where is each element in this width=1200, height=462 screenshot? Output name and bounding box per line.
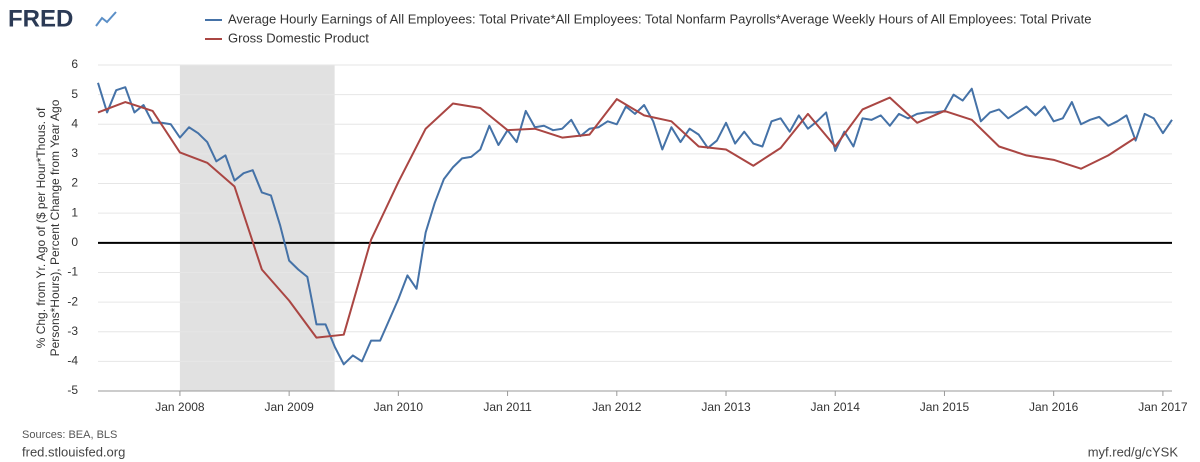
y-tick-label: -3: [67, 324, 78, 338]
x-tick-label: Jan 2008: [155, 400, 205, 414]
series-line: [97, 96, 1137, 339]
x-tick-label: Jan 2009: [264, 400, 314, 414]
x-tick-label: Jan 2012: [592, 400, 642, 414]
y-axis-title: Persons*Hours), Percent Change from Year…: [48, 99, 62, 356]
y-tick-label: 4: [71, 116, 78, 130]
logo-icon: [95, 11, 117, 27]
x-tick-label: Jan 2016: [1029, 400, 1079, 414]
x-tick-label: Jan 2015: [920, 400, 970, 414]
y-tick-label: -5: [67, 383, 78, 397]
x-tick-label: Jan 2013: [701, 400, 751, 414]
y-tick-label: 3: [71, 146, 78, 160]
y-axis-title: % Chg. from Yr. Ago of ($ per Hour*Thous…: [34, 107, 48, 348]
legend-label: Average Hourly Earnings of All Employees…: [228, 11, 1091, 26]
site-link[interactable]: fred.stlouisfed.org: [22, 444, 125, 459]
series-line: [97, 82, 1173, 366]
x-tick-label: Jan 2011: [483, 400, 532, 414]
y-tick-label: 5: [71, 87, 78, 101]
x-tick-label: Jan 2014: [811, 400, 861, 414]
y-tick-label: -4: [67, 354, 78, 368]
y-tick-label: 1: [71, 205, 78, 219]
x-tick-label: Jan 2010: [374, 400, 424, 414]
y-tick-label: 0: [71, 235, 78, 249]
x-tick-label: Jan 2017: [1138, 400, 1188, 414]
legend-label: Gross Domestic Product: [228, 30, 369, 45]
sources: Sources: BEA, BLS: [22, 429, 117, 441]
y-tick-label: -1: [67, 265, 78, 279]
y-tick-label: 2: [71, 176, 78, 190]
recession-shading: [179, 65, 335, 391]
y-tick-label: 6: [71, 57, 78, 71]
short-link[interactable]: myf.red/g/cYSK: [1088, 444, 1179, 459]
y-tick-label: -2: [67, 294, 78, 308]
logo: FRED: [8, 5, 73, 32]
